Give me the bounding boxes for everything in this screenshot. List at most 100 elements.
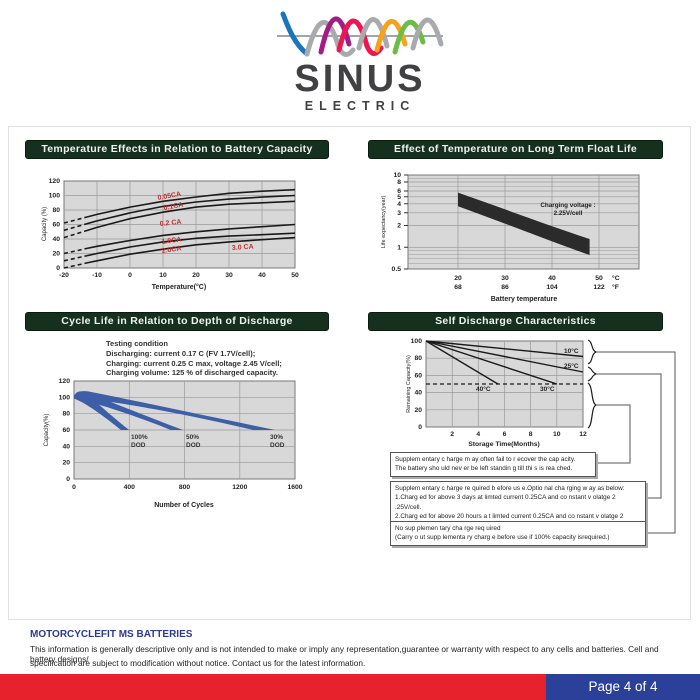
- chart4-braces: [587, 339, 598, 429]
- svg-text:0.5: 0.5: [392, 266, 402, 273]
- chart2-life-band: [458, 192, 590, 256]
- chart4-y-ticks: 100 80 60 40 20 0: [411, 338, 423, 431]
- note-supplementary-charge-fail: Supplem entary c harge m ay often fail t…: [390, 452, 596, 477]
- svg-text:2.25V/cell: 2.25V/cell: [554, 210, 583, 217]
- svg-text:60: 60: [62, 427, 70, 434]
- logo: SINUS ELECTRIC: [240, 8, 480, 120]
- svg-text:4: 4: [397, 201, 401, 208]
- brand-subtitle: ELECTRIC: [304, 99, 416, 113]
- svg-text:12: 12: [579, 431, 587, 438]
- svg-text:DOD: DOD: [186, 442, 201, 449]
- chart4-x-axis-label: Storage Time(Months): [468, 441, 540, 448]
- svg-text:60: 60: [52, 222, 60, 229]
- chart2-y-ticks: 10 8 6 5 4 3 2 1 0.5: [392, 172, 402, 273]
- svg-text:4: 4: [476, 431, 480, 438]
- svg-text:30: 30: [501, 275, 509, 282]
- chart-temperature-capacity: 0.05CA 0.1CA 0.2 CA 1.0CA 2.0CA 3.0 CA 1…: [42, 178, 299, 291]
- chart2-y-tickmarks: [404, 174, 408, 270]
- note-line: Supplem entary c harge re quired b efore…: [395, 485, 625, 492]
- svg-text:0: 0: [418, 424, 422, 431]
- page-number-badge: Page 4 of 4: [546, 674, 700, 700]
- svg-text:40: 40: [414, 390, 422, 397]
- condition-line: Charging: current 0.25 C max, voltage 2.…: [106, 358, 282, 368]
- svg-text:100: 100: [49, 193, 61, 200]
- svg-text:40: 40: [62, 443, 70, 450]
- charts-frame: [8, 126, 691, 620]
- chart3-y-axis-label: Capacity(%): [44, 414, 50, 447]
- chart3-x-axis-label: Number of Cycles: [154, 502, 214, 509]
- svg-text:1600: 1600: [287, 484, 302, 491]
- chart3-dod-bands: [74, 391, 276, 430]
- chart-cycle-life: 100% DOD 50% DOD 30% DOD 120 100 80 60 4…: [44, 378, 303, 509]
- chart1-curves: [63, 188, 296, 269]
- svg-text:3: 3: [397, 210, 401, 217]
- footer-heading: MOTORCYCLEFIT MS BATTERIES: [30, 629, 193, 640]
- chart2-y-axis-label: Life expectancy(year): [381, 196, 387, 249]
- chart2-x-ticks-celsius: 20 30 40 50 °C: [454, 274, 619, 282]
- svg-text:8: 8: [397, 179, 401, 186]
- footer-red-bar: [0, 674, 546, 700]
- svg-text:6: 6: [503, 431, 507, 438]
- panel-title-self-discharge: Self Discharge Characteristics: [368, 312, 663, 331]
- chart4-temp-labels: 10°C 25°C 30°C 40°C: [476, 347, 579, 393]
- svg-text:30: 30: [225, 272, 233, 279]
- rate-label: 0.2 CA: [159, 219, 181, 228]
- celsius-unit: °C: [612, 274, 620, 282]
- svg-text:80: 80: [414, 355, 422, 362]
- chart1-x-axis-label: Temperature(°C): [152, 283, 206, 291]
- svg-text:6: 6: [397, 188, 401, 195]
- svg-text:-20: -20: [59, 272, 69, 279]
- svg-text:5: 5: [397, 194, 401, 201]
- svg-text:1200: 1200: [232, 484, 247, 491]
- svg-text:104: 104: [546, 284, 558, 291]
- brand-name: SINUS: [294, 58, 426, 100]
- svg-text:25°C: 25°C: [564, 362, 579, 370]
- svg-text:1: 1: [397, 244, 401, 251]
- panel-title-temperature-effects: Temperature Effects in Relation to Batte…: [25, 140, 329, 159]
- svg-text:0: 0: [72, 484, 76, 491]
- svg-text:20: 20: [414, 407, 422, 414]
- svg-text:40: 40: [52, 236, 60, 243]
- chart2-x-axis-label: Battery temperature: [491, 296, 558, 303]
- svg-text:20: 20: [52, 251, 60, 258]
- svg-text:2: 2: [450, 431, 454, 438]
- svg-text:80: 80: [62, 411, 70, 418]
- note-line: (Carry o ut supp lementa ry charg e befo…: [395, 534, 610, 542]
- note-line: No sup plemen tary cha rge req uired: [395, 525, 501, 532]
- svg-text:800: 800: [179, 484, 191, 491]
- rate-label: 0.05CA: [157, 191, 182, 202]
- note-line: The battery sho uld nev er be left stand…: [395, 465, 573, 473]
- svg-text:400: 400: [124, 484, 136, 491]
- svg-text:30°C: 30°C: [540, 385, 555, 393]
- svg-text:100: 100: [59, 394, 71, 401]
- panel-title-float-life: Effect of Temperature on Long Term Float…: [368, 140, 663, 159]
- svg-text:100%: 100%: [131, 434, 148, 441]
- svg-text:Charging voltage :: Charging voltage :: [540, 202, 595, 209]
- chart4-x-ticks: 2 4 6 8 10 12: [450, 431, 587, 438]
- chart1-rate-labels: 0.05CA 0.1CA 0.2 CA 1.0CA 2.0CA 3.0 CA: [157, 191, 254, 255]
- chart2-x-ticks-fahrenheit: 68 86 104 122 °F: [454, 283, 619, 291]
- chart4-y-axis-label: Remaining Capacity(%): [406, 355, 412, 413]
- condition-line: Charging volume: 125 % of discharged cap…: [106, 368, 278, 378]
- chart1-y-ticks: 120 100 80 60 40 20 0: [49, 178, 61, 272]
- svg-text:10: 10: [159, 272, 167, 279]
- svg-text:40: 40: [548, 275, 556, 282]
- rate-label: 3.0 CA: [232, 243, 254, 252]
- svg-text:20: 20: [192, 272, 200, 279]
- footer-disclaimer-line: specification are subject to modificatio…: [30, 658, 366, 668]
- svg-text:60: 60: [414, 372, 422, 379]
- svg-text:120: 120: [49, 178, 61, 185]
- rate-label: 0.1CA: [163, 202, 184, 212]
- chart-float-life: Charging voltage : 2.25V/cell 10 8 6 5 4…: [381, 172, 640, 303]
- svg-text:10: 10: [553, 431, 561, 438]
- svg-text:50: 50: [291, 272, 299, 279]
- svg-text:50: 50: [595, 275, 603, 282]
- svg-text:10: 10: [393, 172, 401, 179]
- note-no-supplementary-charge: No sup plemen tary cha rge req uired (Ca…: [390, 521, 646, 546]
- svg-text:50%: 50%: [186, 434, 199, 441]
- svg-text:40: 40: [258, 272, 266, 279]
- note-line: Supplem entary c harge m ay often fail t…: [395, 456, 576, 463]
- testing-conditions: Testing condition Discharging: current 0…: [106, 339, 282, 378]
- svg-text:-10: -10: [92, 272, 102, 279]
